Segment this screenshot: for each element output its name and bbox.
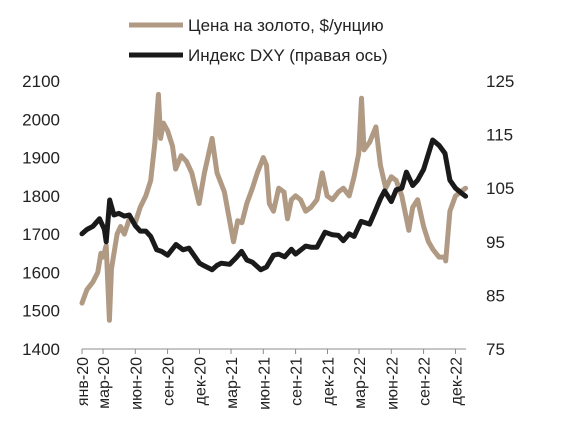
x-tick-label: июн-20 xyxy=(128,357,145,410)
y-left-tick-label: 1500 xyxy=(22,302,60,321)
y-right-tick-label: 85 xyxy=(486,286,505,305)
x-tick-label: дек-20 xyxy=(192,357,209,405)
chart-legend: Цена на золото, $/унцию Индекс DXY (прав… xyxy=(129,16,388,65)
y-right-tick-label: 125 xyxy=(486,72,514,91)
y-right-tick-label: 115 xyxy=(486,126,513,145)
x-tick-label: дек-21 xyxy=(320,357,337,405)
legend-label-gold: Цена на золото, $/унцию xyxy=(188,16,384,35)
y-axis-left: 1400 1500 1600 1700 1800 1900 2000 2100 xyxy=(22,72,60,359)
x-tick-label: сен-21 xyxy=(289,357,306,406)
x-tick-label: янв-20 xyxy=(75,357,92,406)
x-tick-label: мар-21 xyxy=(224,357,241,409)
y-left-tick-label: 1700 xyxy=(22,225,60,244)
y-left-tick-label: 1800 xyxy=(22,187,60,206)
y-left-tick-label: 2000 xyxy=(22,110,60,129)
y-right-tick-label: 95 xyxy=(486,233,505,252)
y-left-tick-label: 1400 xyxy=(22,340,60,359)
x-tick-label: июн-21 xyxy=(256,357,273,410)
x-tick-label: мар-22 xyxy=(352,357,369,409)
y-right-tick-label: 75 xyxy=(486,340,505,359)
x-tick-label: дек-22 xyxy=(448,357,465,405)
y-left-tick-label: 1900 xyxy=(22,149,60,168)
x-tick-label: мар-20 xyxy=(96,357,113,409)
y-left-tick-label: 1600 xyxy=(22,263,60,282)
y-left-tick-label: 2100 xyxy=(22,72,60,91)
legend-label-dxy: Индекс DXY (правая ось) xyxy=(188,46,388,65)
x-tick-label: сен-20 xyxy=(161,357,178,406)
x-tick-label: сен-22 xyxy=(417,357,434,406)
series-line-dxy xyxy=(79,137,469,273)
y-axis-right: 75 85 95 105 115 125 xyxy=(486,72,514,359)
series-line-gold xyxy=(79,91,469,323)
x-axis: янв-20 мар-20 июн-20 сен-20 дек-20 мар-21 июн-… xyxy=(75,348,466,410)
series-layer xyxy=(79,91,469,323)
y-right-tick-label: 105 xyxy=(486,179,514,198)
x-tick-label: июн-22 xyxy=(384,357,401,410)
